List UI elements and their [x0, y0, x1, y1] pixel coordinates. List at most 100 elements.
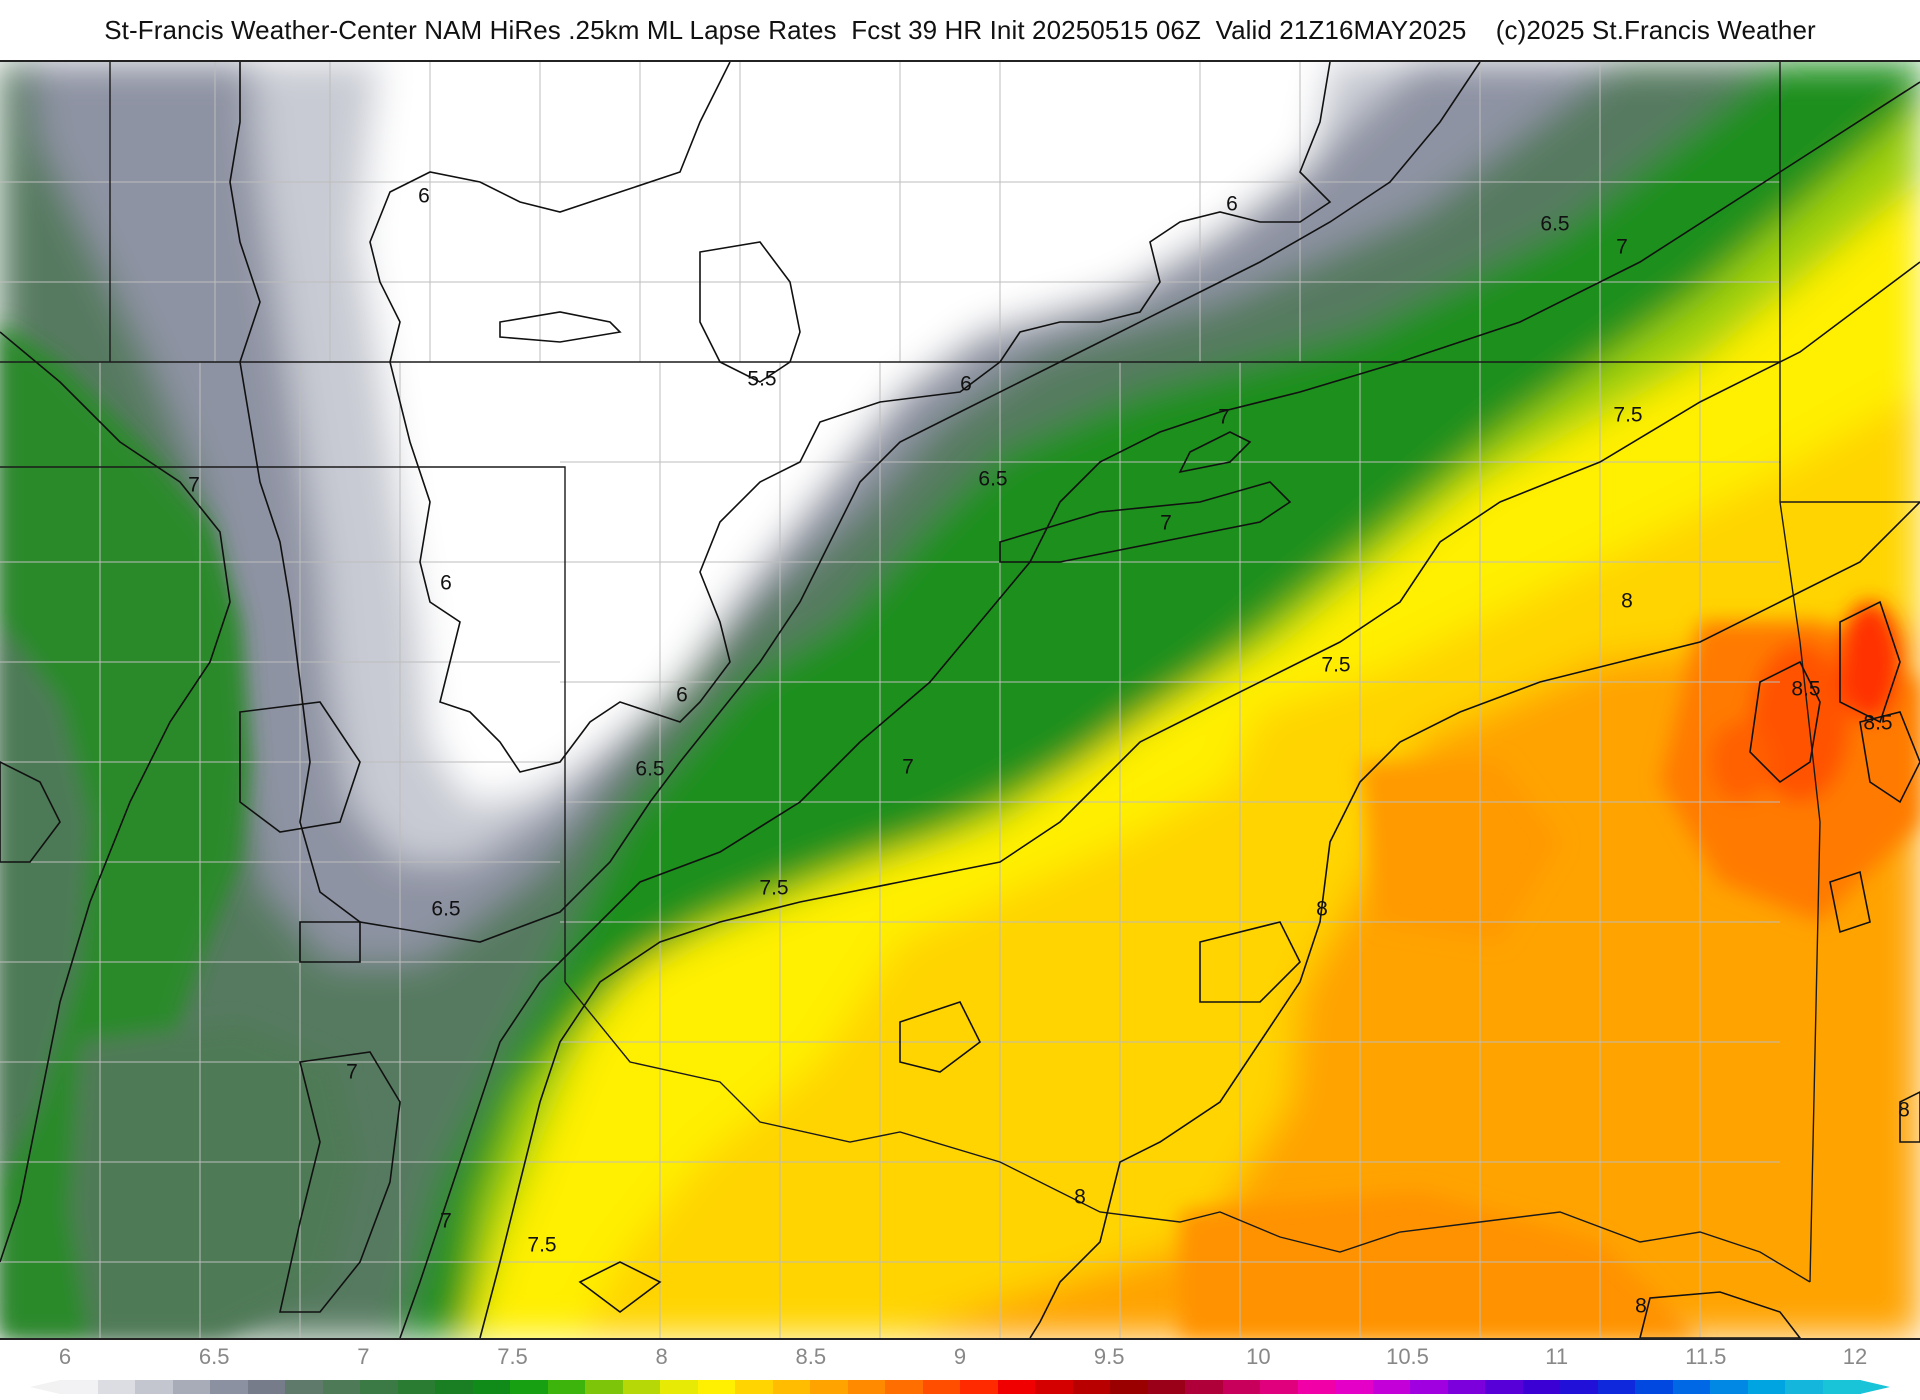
scale-swatch	[1035, 1380, 1074, 1394]
scale-swatch	[1072, 1380, 1111, 1394]
scale-swatch	[772, 1380, 811, 1394]
scale-swatch	[1672, 1380, 1711, 1394]
contour-label: 6	[960, 373, 972, 396]
contour-label: 7	[346, 1061, 358, 1084]
scale-swatch	[1635, 1380, 1674, 1394]
scale-tick-label: 11.5	[1685, 1344, 1727, 1369]
scale-swatch	[1185, 1380, 1224, 1394]
scale-swatch	[360, 1380, 399, 1394]
scale-tick-label: 12	[1842, 1344, 1868, 1369]
contour-label: 6	[1226, 193, 1238, 216]
scale-swatch	[1260, 1380, 1299, 1394]
contour-label: 6.5	[635, 758, 664, 781]
county-boundaries	[0, 62, 1780, 1338]
scale-swatch	[1822, 1380, 1861, 1394]
scale-tick-label: 8.5	[795, 1344, 827, 1369]
scale-tick-label: 10	[1246, 1344, 1271, 1369]
scale-swatch	[172, 1380, 211, 1394]
scale-swatch	[472, 1380, 511, 1394]
scale-swatch	[1147, 1380, 1186, 1394]
scale-tick-label: 7.5	[497, 1344, 528, 1369]
scale-swatch	[322, 1380, 361, 1394]
contour-label: 7	[188, 474, 200, 497]
scale-swatch	[1410, 1380, 1449, 1394]
scale-swatch	[435, 1380, 474, 1394]
contour-label: 6.5	[1540, 213, 1569, 236]
scale-swatch	[510, 1380, 549, 1394]
scale-swatch	[847, 1380, 886, 1394]
scale-swatch	[585, 1380, 624, 1394]
scale-swatch	[247, 1380, 286, 1394]
scale-left-arrow	[30, 1380, 60, 1394]
scale-tick-label: 10.5	[1386, 1344, 1429, 1369]
scale-swatch	[810, 1380, 849, 1394]
scale-tick-label: 11	[1545, 1344, 1569, 1369]
contour-label: 8	[1316, 898, 1328, 921]
contour-label: 8.5	[1863, 712, 1892, 735]
scale-swatch	[397, 1380, 436, 1394]
scale-swatch	[97, 1380, 136, 1394]
contour-label: 6	[440, 572, 452, 595]
contour-label: 7	[902, 756, 914, 779]
scale-swatch	[135, 1380, 174, 1394]
contour-label-group: 6 6 5.5 6 6 6 6.5 6.5 6.5 6.5 7 7 7 7 7 …	[188, 185, 1910, 1318]
scale-swatch	[1747, 1380, 1786, 1394]
scale-swatch	[210, 1380, 249, 1394]
weather-map: 6 6 5.5 6 6 6 6.5 6.5 6.5 6.5 7 7 7 7 7 …	[0, 60, 1920, 1340]
scale-swatch	[960, 1380, 999, 1394]
scale-tick-label: 6	[58, 1344, 72, 1369]
scale-swatch	[885, 1380, 924, 1394]
contour-label: 8	[1074, 1186, 1086, 1209]
scale-swatch	[660, 1380, 699, 1394]
scale-swatch	[1335, 1380, 1374, 1394]
contour-label: 6.5	[978, 468, 1007, 491]
contour-label: 7	[440, 1210, 452, 1233]
scale-swatch	[1110, 1380, 1149, 1394]
scale-swatch	[285, 1380, 324, 1394]
contour-label: 6.5	[431, 898, 460, 921]
contour-label: 7.5	[1613, 404, 1642, 427]
chart-title: St-Francis Weather-Center NAM HiRes .25k…	[104, 14, 1816, 45]
scale-swatch	[60, 1380, 99, 1394]
contour-label: 5.5	[747, 368, 776, 391]
scale-tick-label: 9	[953, 1344, 967, 1369]
state-boundaries	[0, 62, 1920, 1283]
scale-swatch	[1560, 1380, 1599, 1394]
scale-swatch	[1372, 1380, 1411, 1394]
scale-tick-label: 7	[357, 1344, 370, 1369]
scale-swatch	[997, 1380, 1036, 1394]
contour-label: 8	[1898, 1099, 1910, 1122]
contour-label: 7	[1616, 236, 1628, 259]
scale-swatch	[1222, 1380, 1261, 1394]
western-green-region	[0, 322, 360, 1338]
contour-label: 7.5	[759, 877, 788, 900]
contour-label: 8	[1635, 1295, 1647, 1318]
lapse-rate-map-svg: 6 6 5.5 6 6 6 6.5 6.5 6.5 6.5 7 7 7 7 7 …	[0, 62, 1920, 1338]
scale-swatch	[622, 1380, 661, 1394]
scale-swatch	[1485, 1380, 1524, 1394]
contour-label: 6	[418, 185, 430, 208]
contour-label: 7	[1218, 406, 1230, 429]
contour-lines	[0, 62, 1920, 1338]
contour-label: 6	[676, 684, 688, 707]
scale-swatch	[1447, 1380, 1486, 1394]
eastern-hotspots	[1180, 602, 1920, 1338]
scale-swatch	[922, 1380, 961, 1394]
scale-swatch	[1710, 1380, 1749, 1394]
scale-swatch	[735, 1380, 774, 1394]
scale-tick-label: 9.5	[1093, 1344, 1125, 1369]
scale-swatch	[1297, 1380, 1336, 1394]
contour-label: 8	[1621, 590, 1633, 613]
scale-right-arrow	[1860, 1380, 1890, 1394]
scale-swatch	[697, 1380, 736, 1394]
contour-label: 7.5	[1321, 654, 1350, 677]
title-bar: St-Francis Weather-Center NAM HiRes .25k…	[0, 0, 1920, 60]
contour-label: 7	[1160, 512, 1172, 535]
scale-swatch	[1522, 1380, 1561, 1394]
contour-label: 8.5	[1791, 678, 1820, 701]
scale-swatch	[547, 1380, 586, 1394]
scale-swatch	[1597, 1380, 1636, 1394]
scale-swatch	[1785, 1380, 1824, 1394]
scale-tick-label: 6.5	[198, 1344, 230, 1369]
scale-tick-label: 8	[655, 1344, 668, 1369]
